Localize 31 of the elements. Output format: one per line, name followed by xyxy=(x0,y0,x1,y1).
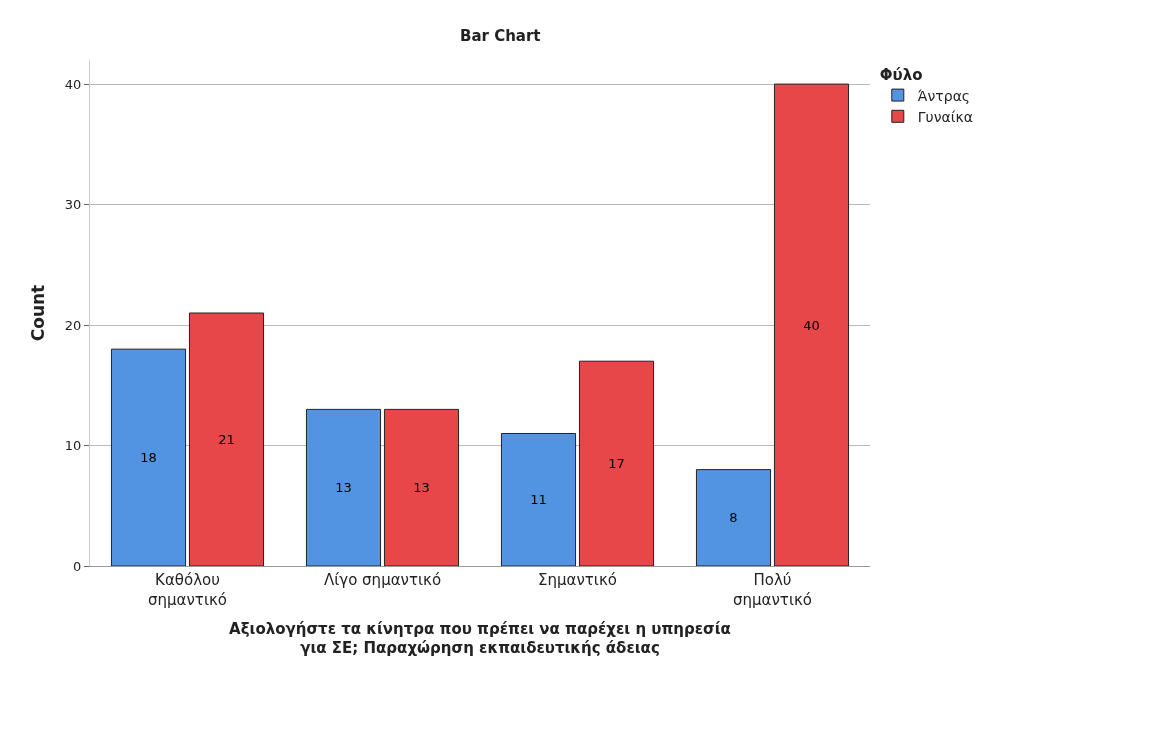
y-axis-title: Count xyxy=(28,284,49,342)
y-tick-label: 0 xyxy=(73,558,82,574)
bar xyxy=(773,83,850,566)
data-label: 40 xyxy=(803,317,820,333)
y-tick-label: 10 xyxy=(64,438,82,454)
legend-label: Άντρας xyxy=(917,87,971,104)
bar xyxy=(695,469,772,566)
bar xyxy=(110,348,187,566)
bar xyxy=(305,408,382,566)
data-label: 11 xyxy=(530,492,547,508)
x-tick-label: Λίγο σημαντικό xyxy=(323,571,442,589)
data-label: 13 xyxy=(413,480,430,496)
data-label: 21 xyxy=(218,432,235,447)
x-tick-label: Πολύ σημαντικό xyxy=(733,571,812,609)
data-label: 18 xyxy=(140,450,157,466)
y-tick-label: 40 xyxy=(64,76,82,92)
y-tick-label: 20 xyxy=(64,317,82,333)
x-axis-title: Αξιολογήστε τα κίνητρα που πρέπει να παρέχει η υπηρεσία για ΣΕ; Παραχώρηση εκπαιδευτικής άδειας xyxy=(229,619,731,657)
data-label: 17 xyxy=(608,456,625,472)
data-label: 13 xyxy=(335,480,352,496)
x-tick-label: Σημαντικό xyxy=(538,571,617,589)
bar xyxy=(578,360,655,566)
data-label: 8 xyxy=(729,510,738,526)
x-tick-label: Καθόλου σημαντικό xyxy=(148,571,227,609)
chart-title: Bar Chart xyxy=(459,26,541,45)
bar xyxy=(383,408,460,566)
legend-label: Γυναίκα xyxy=(917,108,973,125)
legend-title: Φύλο xyxy=(879,65,923,84)
y-tick-label: 30 xyxy=(64,197,82,213)
bar xyxy=(188,312,265,566)
bar xyxy=(500,432,577,566)
